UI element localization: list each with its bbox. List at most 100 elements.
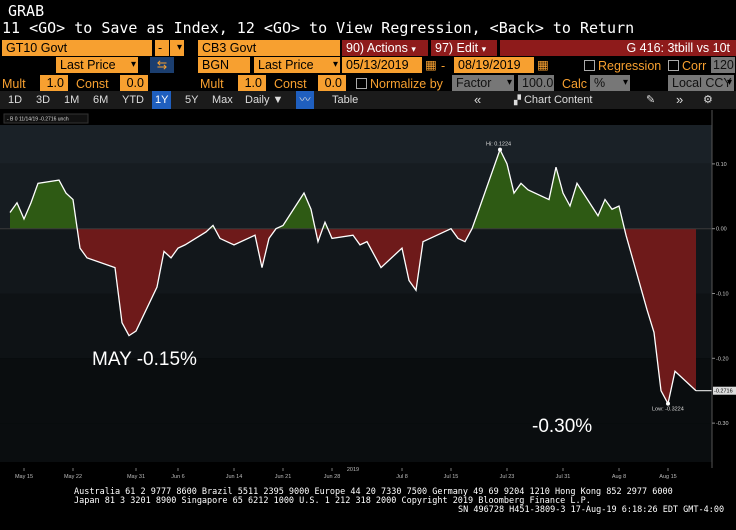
x-tick-label: Aug 8 — [612, 474, 626, 480]
x-tick-label: May 31 — [127, 474, 145, 480]
background-band — [0, 125, 712, 164]
last-value-label: -0.2716 — [714, 389, 733, 395]
mult2-label: Mult — [200, 77, 224, 91]
frequency-dropdown[interactable]: Daily ▼ — [245, 91, 283, 109]
currency-label: Local CCY — [672, 76, 732, 90]
calendar-icon[interactable]: ▦ — [537, 58, 548, 72]
field-row: Last Price ⇆ BGN Last Price 05/13/2019 ▦… — [0, 57, 736, 75]
normalize-checkbox[interactable] — [356, 78, 367, 89]
line-chart-icon[interactable]: 〰 — [296, 91, 314, 109]
normalize-label: Normalize by — [370, 77, 443, 91]
gear-icon[interactable]: ⚙ — [703, 94, 713, 106]
frequency-label: Daily — [245, 94, 270, 106]
const2-label: Const — [274, 77, 307, 91]
command-area[interactable]: GRAB 11 <GO> to Save as Index, 12 <GO> t… — [0, 0, 736, 38]
y-tick-label: 0.00 — [716, 227, 727, 233]
currency-dropdown[interactable]: Local CCY — [668, 75, 734, 91]
footer: Australia 61 2 9777 8600 Brazil 5511 239… — [0, 484, 736, 530]
field2-label: Last Price — [258, 58, 314, 72]
operator-dropdown[interactable] — [170, 40, 184, 56]
const1-field[interactable]: 0.0 — [120, 75, 148, 91]
calc-dropdown[interactable]: % — [590, 75, 630, 91]
field1-dropdown[interactable]: Last Price — [56, 57, 138, 73]
x-tick-label: Jun 28 — [324, 474, 341, 480]
table-button[interactable]: Table — [332, 94, 359, 106]
chart-toolbar: 1D 3D 1M 6M YTD 1Y 5Y Max Daily ▼ 〰 Tabl… — [0, 91, 736, 109]
chart-title: G 416: 3tbill vs 10t — [500, 40, 736, 56]
command-line-2: 11 <GO> to Save as Index, 12 <GO> to Vie… — [2, 19, 635, 37]
edit-pencil-icon[interactable]: ✎ — [646, 94, 656, 106]
field1-label: Last Price — [60, 58, 116, 72]
calc-value: % — [594, 76, 606, 90]
chart-area[interactable]: Hi: 0.1224 Low: -0.3224 0.10 0.00 -0.10 -0.20… — [0, 110, 736, 484]
y-tick-label: -0.10 — [716, 292, 729, 298]
security-row: GT10 Govt - CB3 Govt 90) Actions ▾ 97) E… — [0, 40, 736, 58]
y-tick-label: 0.10 — [716, 162, 727, 168]
chevron-down-icon: ▾ — [481, 44, 487, 54]
collapse-left-icon[interactable]: « — [474, 92, 482, 107]
x-tick-label: Jun 6 — [171, 474, 184, 480]
x-tick-label: Jul 15 — [444, 474, 459, 480]
x-tick-label: Jun 21 — [275, 474, 292, 480]
edit-label: 97) Edit — [435, 41, 479, 55]
corr-label: Corr — [682, 59, 707, 73]
range-max[interactable]: Max — [212, 94, 233, 106]
corr-checkbox[interactable] — [668, 60, 679, 71]
range-1m[interactable]: 1M — [64, 94, 80, 106]
x-tick-label: May 22 — [64, 474, 82, 480]
const1-label: Const — [76, 77, 109, 91]
annotation-may: MAY -0.15% — [92, 349, 197, 370]
caret-down-icon: ▼ — [272, 94, 284, 106]
security2-field[interactable]: CB3 Govt — [198, 40, 340, 56]
actions-label: 90) Actions — [346, 41, 408, 55]
x-tick-label: Jul 23 — [500, 474, 515, 480]
range-5y[interactable]: 5Y — [185, 94, 199, 106]
field2-dropdown[interactable]: Last Price — [254, 57, 340, 73]
range-1d[interactable]: 1D — [8, 94, 23, 106]
x-year-label: 2019 — [347, 467, 359, 473]
collapse-right-icon[interactable]: » — [676, 92, 684, 107]
price-chart[interactable]: Hi: 0.1224 Low: -0.3224 0.10 0.00 -0.10 -0.20… — [0, 110, 736, 484]
security1-field[interactable]: GT10 Govt — [2, 40, 152, 56]
chart-content-button[interactable]: ▞ Chart Content — [514, 91, 592, 109]
footer-line-3: SN 496728 H451-3809-3 17-Aug-19 6:18:26 … — [458, 505, 725, 515]
actions-menu[interactable]: 90) Actions ▾ — [342, 40, 428, 56]
legend-label: - B 0 11/14/19 -0.2716 unch — [7, 117, 69, 123]
background-band — [0, 293, 712, 359]
factor-value-field[interactable]: 100.0 — [518, 75, 554, 91]
mult1-field[interactable]: 1.0 — [40, 75, 68, 91]
legend-box — [3, 113, 89, 124]
x-tick-label: Jun 14 — [226, 474, 243, 480]
mult2-field[interactable]: 1.0 — [238, 75, 266, 91]
x-tick-label: Aug 15 — [659, 474, 676, 480]
high-marker — [498, 147, 502, 152]
command-line-1[interactable]: GRAB — [8, 2, 45, 20]
edit-menu[interactable]: 97) Edit ▾ — [431, 40, 497, 56]
series-line — [9, 147, 697, 406]
bgn-field[interactable]: BGN — [198, 57, 250, 73]
const2-field[interactable]: 0.0 — [318, 75, 346, 91]
calendar-icon[interactable]: ▦ — [425, 58, 436, 72]
chart-content-label: Chart Content — [523, 94, 593, 106]
operator-field[interactable]: - — [155, 40, 169, 56]
footer-line-1: Australia 61 2 9777 8600 Brazil 5511 239… — [74, 487, 673, 497]
regression-checkbox[interactable] — [584, 60, 595, 71]
low-marker — [666, 401, 670, 406]
regression-label: Regression — [598, 59, 662, 73]
range-ytd[interactable]: YTD — [122, 94, 144, 106]
end-date-field[interactable]: 08/19/2019 — [454, 57, 534, 73]
range-3d[interactable]: 3D — [36, 94, 51, 106]
factor-label: Factor — [456, 76, 492, 90]
range-1y[interactable]: 1Y — [152, 91, 172, 109]
range-6m[interactable]: 6M — [93, 94, 109, 106]
corr-value-field[interactable]: 120 — [711, 57, 735, 73]
footer-line-2: Japan 81 3 3201 8900 Singapore 65 6212 1… — [74, 496, 591, 506]
swap-arrows-icon[interactable]: ⇆ — [150, 57, 174, 73]
x-tick-label: Jul 8 — [396, 474, 408, 480]
chevron-down-icon: ▾ — [411, 44, 416, 54]
last-value-tag — [713, 386, 736, 395]
start-date-field[interactable]: 05/13/2019 — [342, 57, 422, 73]
positive-area — [10, 149, 696, 229]
factor-dropdown[interactable]: Factor — [452, 75, 514, 91]
low-label: Low: -0.3224 — [652, 407, 684, 413]
